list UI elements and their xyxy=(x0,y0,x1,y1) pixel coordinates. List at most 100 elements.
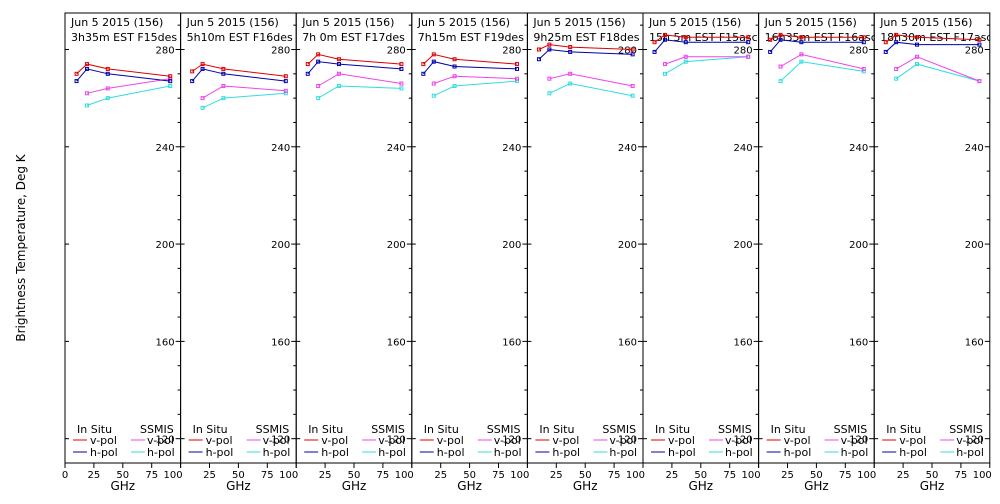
series-line-ssmis-h xyxy=(433,80,518,97)
legend-insitu-header: In Situ xyxy=(424,423,459,436)
legend-insitu-header: In Situ xyxy=(655,423,690,436)
data-point-insitu-v xyxy=(421,62,426,67)
legend-label-ssmis-h: h-pol xyxy=(841,446,869,459)
panel-title-time: 5h10m EST F16des xyxy=(187,31,293,44)
data-point-insitu-v xyxy=(883,40,888,45)
data-point-insitu-v xyxy=(662,32,667,37)
data-point-ssmis-v xyxy=(200,96,205,101)
legend-label-ssmis-h: h-pol xyxy=(378,446,406,459)
data-point-insitu-v xyxy=(536,47,541,52)
panel-titles: Jun 5 2015 (156) 7h 0m EST F17des xyxy=(301,16,405,44)
data-point-insitu-h xyxy=(105,71,110,76)
x-tick-label: 25 xyxy=(203,470,216,481)
data-point-insitu-v xyxy=(914,35,919,40)
data-point-ssmis-v xyxy=(861,66,866,71)
data-point-insitu-v xyxy=(799,35,804,40)
data-point-ssmis-v xyxy=(514,76,519,81)
panel-titles: Jun 5 2015 (156) 3h35m EST F15des xyxy=(70,16,177,44)
data-point-insitu-h xyxy=(452,64,457,69)
series-line-ssmis-v xyxy=(317,73,402,87)
x-tick-label: 75 xyxy=(608,470,621,481)
x-tick-label: 50 xyxy=(463,470,476,481)
data-point-insitu-v xyxy=(431,52,436,57)
panel-title-date: Jun 5 2015 (156) xyxy=(648,16,741,29)
data-point-insitu-v xyxy=(652,40,657,45)
x-tick-label: 75 xyxy=(839,470,852,481)
legend-ssmis-header: SSMIS xyxy=(256,423,290,436)
data-point-ssmis-v xyxy=(547,76,552,81)
data-point-ssmis-h xyxy=(778,79,783,84)
data-point-insitu-v xyxy=(283,74,288,79)
data-point-insitu-h xyxy=(536,57,541,62)
series-line-insitu-h xyxy=(538,48,633,60)
data-point-ssmis-v xyxy=(221,83,226,88)
panel-7: Jun 5 2015 (156)16h35m EST F16asc1201602… xyxy=(758,12,876,493)
data-point-insitu-v xyxy=(316,52,321,57)
data-point-ssmis-h xyxy=(316,96,321,101)
x-tick-label: 75 xyxy=(377,470,390,481)
data-point-insitu-h xyxy=(883,49,888,54)
data-point-insitu-h xyxy=(768,49,773,54)
y-tick-label: 160 xyxy=(502,337,521,348)
legend-label-ssmis-h: h-pol xyxy=(609,446,637,459)
data-point-ssmis-v xyxy=(283,88,288,93)
panel-2: Jun 5 2015 (156) 5h10m EST F16des 120 160 20… xyxy=(180,12,298,493)
x-tick-label: 50 xyxy=(348,470,361,481)
data-point-insitu-v xyxy=(74,71,79,76)
data-point-insitu-h xyxy=(662,37,667,42)
legend-insitu-header: In Situ xyxy=(308,423,343,436)
data-point-insitu-h xyxy=(778,37,783,42)
y-tick-label: 120 xyxy=(734,435,753,446)
data-point-ssmis-v xyxy=(799,52,804,57)
data-point-ssmis-v xyxy=(336,71,341,76)
y-tick-label: 240 xyxy=(618,143,637,154)
panel-1: Jun 5 2015 (156) 3h35m EST F15des 120 160 20… xyxy=(62,12,183,493)
y-tick-label: 280 xyxy=(849,45,868,56)
panel-title-date: Jun 5 2015 (156) xyxy=(764,16,857,29)
data-point-insitu-h xyxy=(977,42,982,47)
data-point-ssmis-v xyxy=(662,62,667,67)
legend-label-insitu-v: v-pol xyxy=(784,434,811,447)
series-line-ssmis-v xyxy=(549,73,633,87)
legend-label-ssmis-v: v-pol xyxy=(956,434,983,447)
series-line-insitu-v xyxy=(76,63,171,77)
series-line-insitu-h xyxy=(76,68,171,82)
y-tick-label: 160 xyxy=(849,337,868,348)
data-point-insitu-h xyxy=(914,42,919,47)
panel-frame xyxy=(295,12,413,464)
data-point-ssmis-v xyxy=(399,81,404,86)
x-tick-label: 100 xyxy=(742,470,761,481)
legend-label-insitu-h: h-pol xyxy=(206,446,234,459)
legend-ssmis-header: SSMIS xyxy=(834,423,868,436)
data-point-ssmis-h xyxy=(914,62,919,67)
data-point-insitu-h xyxy=(84,66,89,71)
x-axis-label: GHz xyxy=(573,479,598,493)
y-tick-label: 280 xyxy=(734,45,753,56)
data-point-ssmis-h xyxy=(894,76,899,81)
legend-label-ssmis-v: v-pol xyxy=(609,434,636,447)
panel-titles: Jun 5 2015 (156) 9h25m EST F18des xyxy=(532,16,639,44)
data-point-insitu-h xyxy=(568,49,573,54)
y-tick-label: 200 xyxy=(156,240,175,251)
y-tick-label: 280 xyxy=(502,45,521,56)
y-tick-label: 240 xyxy=(965,143,984,154)
y-tick-label: 160 xyxy=(965,337,984,348)
y-tick-label: 160 xyxy=(618,337,637,348)
legend-label-ssmis-v: v-pol xyxy=(494,434,521,447)
data-point-insitu-v xyxy=(568,45,573,50)
legend-label-insitu-h: h-pol xyxy=(784,446,812,459)
data-point-insitu-h xyxy=(399,66,404,71)
series-line-ssmis-v xyxy=(433,75,518,84)
legend-label-ssmis-h: h-pol xyxy=(956,446,984,459)
x-tick-label: 25 xyxy=(88,470,101,481)
panel-5: Jun 5 2015 (156) 9h25m EST F18des 120 160 20… xyxy=(526,12,645,493)
legend-label-insitu-v: v-pol xyxy=(90,434,117,447)
data-point-insitu-h xyxy=(221,71,226,76)
panel-8: Jun 5 2015 (156) 18h30m EST F17asc 120 160 2… xyxy=(873,12,992,493)
data-point-ssmis-v xyxy=(977,79,982,84)
series-line-insitu-v xyxy=(885,34,980,43)
legend-label-insitu-h: h-pol xyxy=(90,446,118,459)
